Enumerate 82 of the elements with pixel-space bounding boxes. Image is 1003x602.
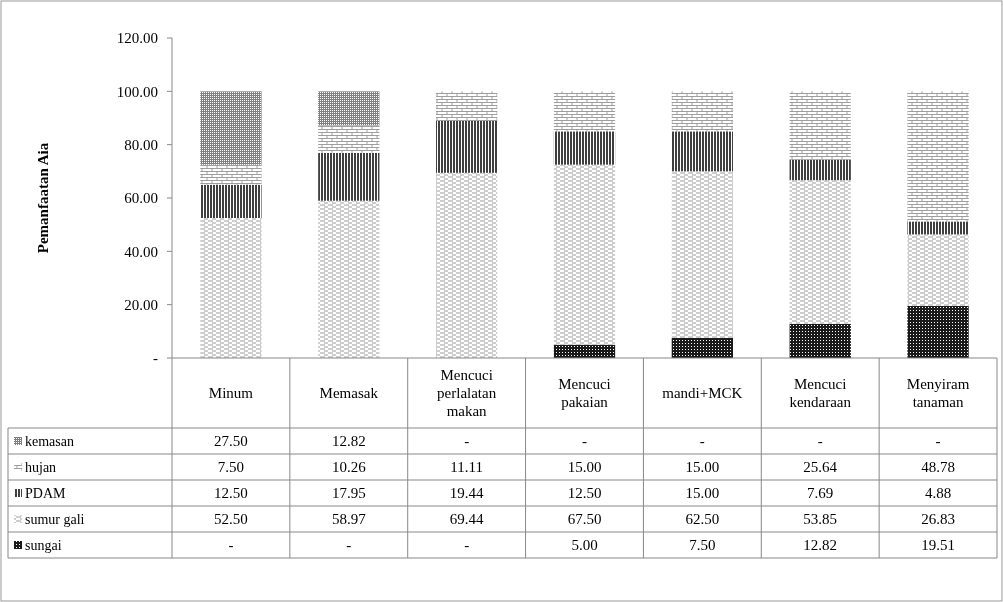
bar (671, 91, 733, 132)
data-label: 15.00 (567, 459, 602, 476)
text: - (817, 433, 823, 450)
bar (318, 152, 380, 201)
legend-label: hujan (25, 459, 57, 475)
bar (553, 344, 616, 358)
data-label: 26.83 (921, 511, 955, 528)
bar (553, 91, 616, 132)
x-tick-label: Minum (208, 385, 254, 402)
text: - (228, 537, 234, 554)
y-tick-label: 80.00 (124, 136, 158, 153)
y-tick-label: - (153, 350, 158, 367)
data-label: 15.00 (685, 459, 720, 476)
y-tick-label: 20.00 (124, 296, 158, 313)
bar (907, 91, 969, 222)
bar (318, 125, 380, 153)
data-label: 7.50 (689, 537, 716, 554)
x-tick-label: Mencuci pakaian (558, 376, 611, 411)
bar (553, 164, 616, 345)
data-label: 15.00 (685, 485, 720, 502)
data-label: 25.64 (803, 459, 838, 476)
bar (907, 234, 969, 306)
data-label: 19.51 (921, 537, 955, 554)
data-label: 11.11 (450, 459, 483, 476)
data-label: 12.50 (567, 485, 602, 502)
y-tick-label: 120.00 (116, 30, 158, 47)
bar (436, 120, 498, 173)
text: - (346, 537, 352, 554)
data-label: 69.44 (449, 511, 485, 528)
x-tick-label: mandi+MCK (662, 385, 743, 402)
x-tick-label: Mencuci perlalatan makan (437, 367, 497, 420)
bar (671, 338, 733, 358)
x-tick-label: Memasak (319, 385, 379, 402)
y-tick-label: 60.00 (124, 190, 158, 207)
data-label: 10.26 (331, 459, 367, 476)
bar (789, 180, 851, 324)
data-label: 7.69 (807, 485, 834, 502)
data-label: 53.85 (803, 511, 838, 528)
bar (789, 323, 851, 358)
legend-label: kemasan (25, 433, 74, 449)
data-label: 17.95 (331, 485, 366, 502)
bar (789, 91, 851, 160)
data-label: 52.50 (214, 511, 248, 528)
text: - (464, 537, 470, 554)
bar (200, 184, 262, 218)
y-tick-label: 100.00 (116, 83, 158, 100)
legend-label: sungai (25, 537, 62, 553)
data-label: 58.97 (331, 511, 367, 528)
bar (436, 172, 498, 358)
data-label: 62.50 (685, 511, 720, 528)
bar (907, 221, 969, 235)
data-label: 7.50 (217, 459, 245, 476)
y-tick-label: 40.00 (124, 243, 158, 260)
data-label: 4.88 (924, 485, 952, 502)
data-label: 12.50 (214, 485, 248, 502)
bar (318, 91, 380, 126)
text: - (582, 433, 587, 450)
bar (789, 159, 851, 181)
data-label: 12.82 (803, 537, 838, 554)
bar (200, 218, 262, 358)
legend-label: PDAM (25, 485, 67, 501)
x-tick-label: Mencuci kendaraan (789, 376, 852, 411)
text: - (464, 433, 470, 450)
data-label: 27.50 (214, 433, 248, 450)
x-tick-label: Menyiram tanaman (906, 376, 970, 411)
data-label: 48.78 (921, 459, 955, 476)
data-label: 19.44 (449, 485, 485, 502)
data-label: 12.82 (331, 433, 366, 450)
text: - (699, 433, 705, 450)
bar (318, 200, 380, 358)
bar (200, 91, 262, 165)
text: - (935, 433, 941, 450)
bar (671, 171, 733, 338)
y-axis-title: Pemanfaatan Aia (35, 142, 51, 254)
bar (553, 131, 616, 165)
data-label: 67.50 (567, 511, 602, 528)
bar (671, 131, 733, 172)
bar (436, 91, 498, 121)
bar (200, 164, 262, 185)
data-label: 5.00 (571, 537, 598, 554)
bar (907, 305, 969, 358)
legend-label: sumur gali (25, 511, 85, 527)
